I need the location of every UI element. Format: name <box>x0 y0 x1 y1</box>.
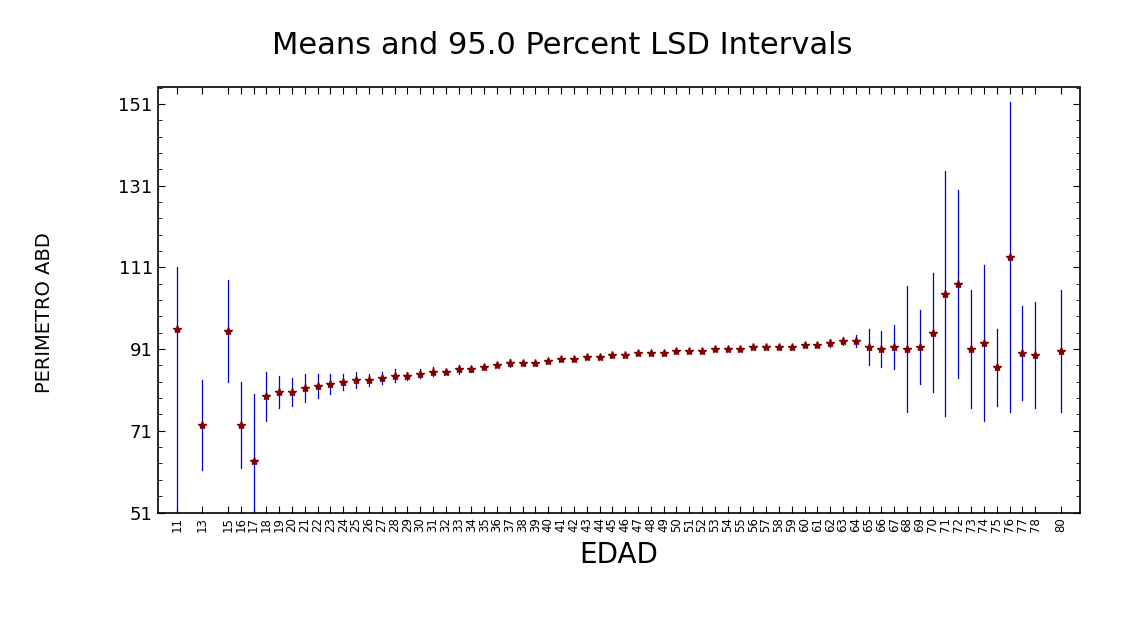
Text: PERIMETRO ABD: PERIMETRO ABD <box>36 232 54 393</box>
X-axis label: EDAD: EDAD <box>579 541 658 569</box>
Text: Means and 95.0 Percent LSD Intervals: Means and 95.0 Percent LSD Intervals <box>272 31 853 60</box>
